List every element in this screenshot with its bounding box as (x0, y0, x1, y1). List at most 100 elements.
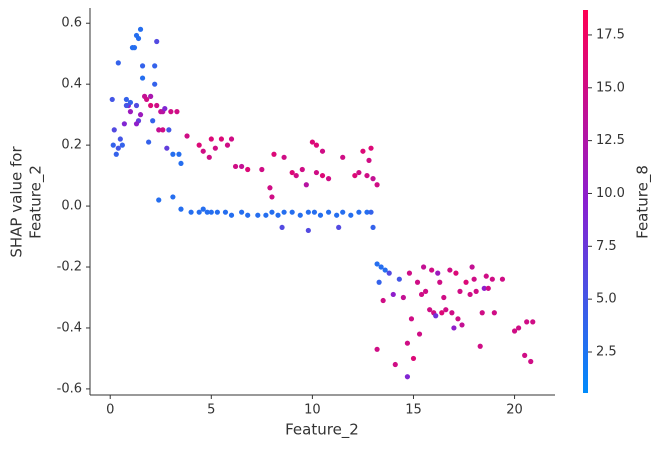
point (188, 209, 194, 215)
point (396, 276, 402, 282)
point (414, 279, 421, 285)
point (152, 81, 158, 87)
point (447, 267, 453, 273)
point (148, 93, 154, 99)
point (368, 209, 374, 215)
y-axis-label: SHAP value for (8, 146, 26, 258)
colorbar-tick-label: 2.5 (596, 344, 617, 359)
point (386, 270, 392, 276)
point (160, 127, 166, 133)
y-tick-label: 0.6 (61, 16, 82, 31)
point (374, 346, 380, 352)
point (400, 294, 406, 301)
point (196, 209, 202, 215)
point (467, 291, 473, 298)
point (139, 63, 146, 69)
point (204, 209, 210, 215)
point (289, 209, 295, 215)
point (378, 264, 384, 270)
point (111, 127, 117, 133)
point (423, 288, 429, 294)
point (325, 176, 332, 182)
point (212, 145, 218, 151)
point (148, 102, 154, 109)
point (305, 227, 311, 234)
point (164, 145, 170, 151)
x-tick-label: 5 (207, 403, 215, 418)
point (311, 209, 318, 215)
colorbar-tick-label: 17.5 (596, 27, 625, 42)
point (154, 38, 160, 45)
point (360, 148, 366, 154)
colorbar-tick-label: 12.5 (596, 133, 625, 148)
point (485, 285, 491, 291)
point (530, 319, 536, 325)
point (178, 206, 184, 212)
point (174, 109, 180, 115)
point (439, 310, 445, 316)
point (340, 209, 346, 215)
point (150, 118, 156, 124)
point (441, 294, 447, 301)
point (433, 313, 439, 319)
point (356, 209, 362, 215)
point (370, 224, 376, 231)
point (406, 270, 413, 276)
point (245, 166, 251, 173)
point (127, 99, 134, 106)
point (437, 279, 443, 285)
point (374, 261, 380, 267)
point (267, 185, 273, 191)
point (451, 325, 457, 331)
x-tick-label: 10 (304, 403, 321, 418)
x-axis-label: Feature_2 (285, 421, 359, 440)
point (374, 182, 380, 188)
colorbar-tick-label: 5.0 (596, 292, 617, 307)
y-tick-label: -0.6 (57, 381, 82, 396)
point (418, 291, 425, 298)
colorbar (583, 10, 588, 393)
point (524, 319, 530, 325)
point (491, 310, 497, 316)
point (137, 26, 144, 32)
point (113, 151, 119, 157)
point (429, 267, 435, 273)
point (218, 136, 225, 142)
point (305, 209, 311, 215)
point (489, 276, 495, 282)
y-tick-label: 0.2 (61, 138, 82, 153)
point (119, 142, 125, 148)
point (370, 176, 376, 182)
point (131, 45, 138, 51)
point (115, 60, 121, 66)
point (196, 142, 202, 148)
point (176, 151, 182, 157)
point (146, 139, 152, 145)
point (479, 310, 485, 316)
point (299, 166, 305, 173)
point (117, 136, 123, 142)
point (168, 109, 174, 115)
point (463, 279, 469, 285)
point (516, 325, 522, 331)
point (366, 157, 372, 163)
point (263, 212, 269, 218)
point (269, 209, 275, 215)
point (206, 154, 212, 160)
point (222, 209, 229, 215)
point (313, 169, 320, 176)
point (184, 133, 190, 139)
point (457, 288, 463, 294)
point (453, 270, 459, 276)
point (297, 212, 303, 218)
point (228, 212, 235, 218)
colorbar-tick-label: 10.0 (596, 186, 625, 201)
point (336, 224, 342, 231)
point (455, 316, 461, 322)
y-tick-label: 0.4 (61, 77, 82, 92)
point (309, 139, 315, 145)
point (420, 264, 427, 270)
point (459, 322, 465, 328)
point (408, 316, 415, 322)
point (392, 361, 398, 368)
